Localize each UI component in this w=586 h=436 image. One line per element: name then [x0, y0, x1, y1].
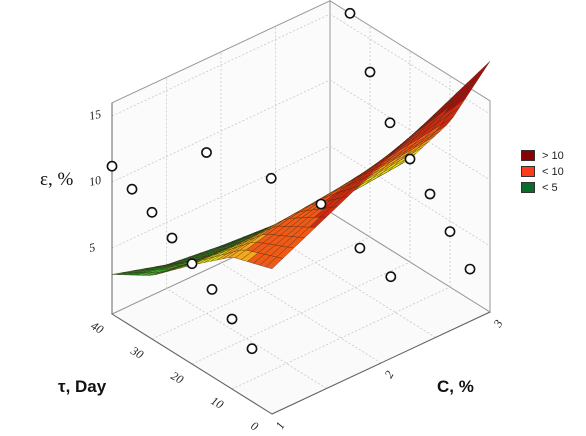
- z-tick-label: 5: [88, 240, 97, 255]
- data-point: [206, 283, 218, 295]
- y-tick-label: 20: [169, 368, 186, 386]
- surface: [111, 61, 491, 276]
- data-point: [186, 258, 198, 270]
- grid-line: [329, 145, 491, 247]
- data-point: [246, 343, 258, 355]
- legend-swatch: [521, 182, 535, 193]
- y-tick-label: 10: [209, 393, 226, 411]
- data-point: [344, 7, 356, 19]
- data-point: [226, 313, 238, 325]
- grid-line: [275, 237, 436, 338]
- data-points: [106, 7, 476, 355]
- y-tick-label: 0: [249, 418, 261, 433]
- grid-line: [220, 262, 382, 364]
- z-tick-label: 15: [88, 107, 103, 123]
- data-point: [126, 183, 138, 195]
- legend-label: < 10: [542, 165, 564, 178]
- grid: [110, 0, 492, 415]
- surface-cell: [466, 70, 484, 90]
- x-axis-label: C, %: [437, 377, 474, 396]
- x-tick-label: 2: [381, 368, 396, 380]
- data-point: [444, 226, 456, 237]
- data-point: [385, 271, 397, 283]
- legend-label: < 5: [542, 181, 558, 194]
- grid-line: [151, 236, 371, 340]
- x-tick-label: 1: [272, 419, 287, 431]
- legend-swatch: [521, 166, 535, 177]
- z-tick-label: 10: [88, 173, 103, 189]
- data-point: [384, 117, 396, 129]
- data-point: [265, 172, 277, 184]
- grid-line: [231, 286, 451, 390]
- y-axis-label: τ, Day: [58, 377, 107, 396]
- data-point: [106, 160, 118, 172]
- data-point: [464, 263, 476, 275]
- data-point: [166, 232, 178, 244]
- x-axis-line: [271, 311, 491, 415]
- axis-labels: ε, % τ, Day C, %: [40, 169, 474, 396]
- surface-cell: [472, 61, 491, 81]
- data-point: [424, 188, 436, 200]
- z-axis-label: ε, %: [40, 169, 73, 190]
- data-point: [315, 198, 327, 210]
- legend: > 10 < 10 < 5: [521, 148, 585, 196]
- grid-line: [166, 288, 327, 389]
- legend-item: > 10: [521, 148, 585, 163]
- legend-item: < 5: [521, 180, 585, 195]
- y-axis-line: [111, 313, 273, 415]
- data-point: [354, 242, 366, 254]
- legend-swatch: [521, 150, 535, 161]
- grid-line: [329, 79, 491, 181]
- data-point: [201, 147, 212, 158]
- y-tick-label: 40: [89, 318, 106, 336]
- data-point: [146, 206, 158, 218]
- legend-label: > 10: [542, 149, 564, 162]
- x-tick-label: 3: [490, 317, 506, 330]
- data-point: [404, 153, 416, 165]
- data-point: [364, 66, 376, 78]
- y-tick-label: 30: [128, 343, 146, 362]
- grid-line: [191, 261, 411, 365]
- legend-item: < 10: [521, 164, 585, 179]
